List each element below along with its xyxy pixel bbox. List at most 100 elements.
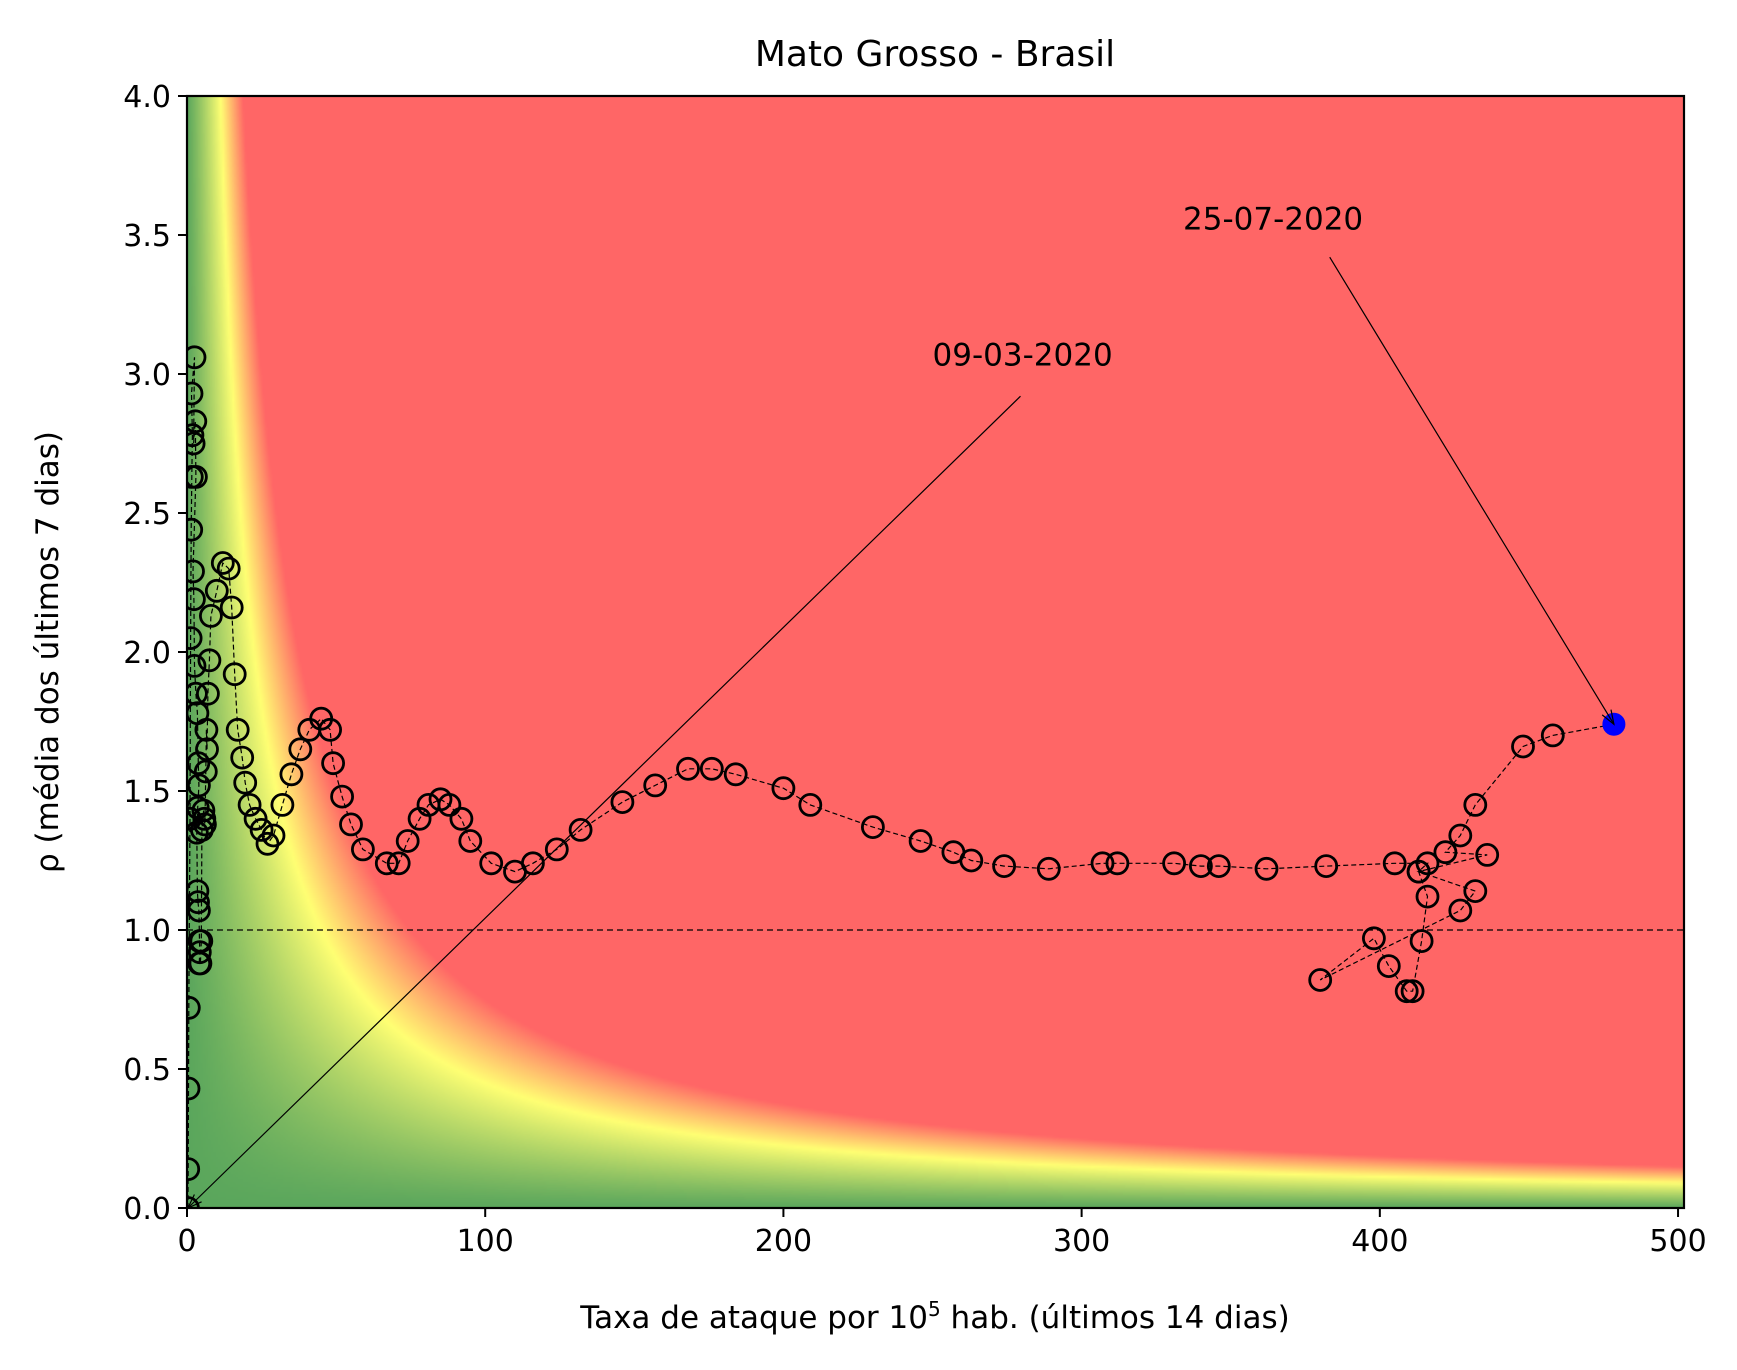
- y-tick-label: 1.0: [123, 914, 171, 949]
- data-point: [216, 556, 241, 581]
- x-axis-label: Taxa de ataque por 105 hab. (últimos 14 …: [579, 1297, 1289, 1336]
- data-point: [1362, 926, 1386, 951]
- data-point: [1409, 929, 1434, 953]
- data-point: [270, 793, 295, 817]
- data-point: [1511, 734, 1535, 759]
- data-point: [861, 815, 885, 839]
- y-tick-label: 0.5: [123, 1053, 171, 1088]
- y-tick-label: 3.5: [123, 219, 171, 254]
- data-point: [187, 409, 208, 434]
- data-point: [187, 995, 201, 1020]
- data-point: [233, 770, 258, 795]
- data-point: [321, 751, 346, 776]
- data-point: [210, 551, 235, 575]
- data-point: [1475, 843, 1500, 867]
- data-point: [261, 823, 286, 848]
- annotation-label: 25-07-2020: [1183, 201, 1363, 237]
- annotations: 09-03-2020 25-07-2020: [186, 201, 1615, 1210]
- data-points: [187, 345, 1626, 1208]
- data-point: [191, 798, 216, 823]
- data-point: [386, 851, 411, 876]
- data-point: [339, 812, 363, 837]
- data-point: [189, 929, 214, 953]
- x-tick-label: 500: [1649, 1224, 1706, 1259]
- data-point: [1448, 898, 1473, 923]
- data-point: [1540, 723, 1565, 748]
- data-point: [187, 517, 204, 542]
- annotation-arrow: [1329, 256, 1615, 725]
- data-point: [249, 818, 274, 842]
- chart-title: Mato Grosso - Brasil: [755, 34, 1115, 75]
- data-point: [350, 837, 375, 862]
- data-point: [992, 854, 1016, 878]
- risk-gradient-image: [187, 96, 1684, 1208]
- data-point: [1400, 979, 1425, 1004]
- x-tick-label: 300: [1053, 1224, 1110, 1259]
- data-point: [1090, 851, 1115, 876]
- data-point: [187, 1157, 201, 1181]
- data-point: [197, 648, 222, 673]
- data-point: [198, 604, 223, 628]
- data-point: [449, 806, 474, 831]
- data-point: [1415, 884, 1440, 909]
- data-point: [330, 784, 355, 809]
- data-point: [187, 345, 207, 370]
- y-axis-ticks: 0.0 0.5 1.0 1.5 2.0 2.5 3.0 3.5 4.0: [123, 80, 187, 1227]
- data-point: [676, 756, 700, 781]
- data-point: [187, 381, 204, 406]
- data-point: [1463, 879, 1488, 903]
- annotation-arrowhead: [1601, 709, 1615, 726]
- data-point: [222, 662, 247, 687]
- data-point: [187, 626, 203, 650]
- data-point: [187, 423, 205, 448]
- x-tick-label: 400: [1351, 1224, 1408, 1259]
- data-point: [1314, 854, 1339, 878]
- data-point: [187, 559, 205, 584]
- data-point: [225, 717, 250, 742]
- data-point: [195, 681, 220, 706]
- data-point: [237, 793, 262, 817]
- data-point: [279, 762, 304, 787]
- data-point: [288, 737, 313, 762]
- y-tick-label: 0.0: [123, 1192, 171, 1227]
- data-point: [1036, 856, 1061, 881]
- data-point: [568, 818, 593, 842]
- data-point: [219, 595, 244, 620]
- data-point: [1406, 859, 1431, 884]
- data-point: [1463, 793, 1488, 817]
- data-point: [1376, 954, 1401, 978]
- data-point: [194, 717, 219, 742]
- data-point: [437, 793, 462, 817]
- x-axis-ticks: 0 100 200 300 400 500: [177, 1208, 1707, 1259]
- data-point: [187, 1076, 201, 1101]
- data-point: [1382, 851, 1407, 876]
- data-point: [187, 940, 212, 965]
- data-point: [1448, 823, 1473, 848]
- y-axis-label: ρ (média dos últimos 7 dias): [30, 431, 66, 873]
- data-point: [1308, 968, 1333, 992]
- risk-background: [187, 96, 1684, 1208]
- data-point: [187, 898, 211, 923]
- data-point: [1433, 840, 1458, 865]
- data-point: [204, 578, 229, 603]
- data-point: [318, 717, 343, 742]
- data-point: [374, 851, 399, 876]
- data-point: [723, 762, 748, 787]
- data-point: [395, 829, 420, 853]
- data-point: [699, 756, 724, 781]
- data-point: [959, 848, 984, 873]
- y-tick-label: 3.0: [123, 358, 171, 393]
- data-point: [544, 837, 569, 862]
- data-point: [1254, 856, 1279, 881]
- data-point: [243, 806, 268, 831]
- data-point: [798, 793, 823, 817]
- data-point: [1162, 851, 1186, 876]
- y-tick-label: 1.5: [123, 775, 171, 810]
- data-point: [771, 776, 796, 801]
- y-tick-label: 4.0: [123, 80, 171, 115]
- data-point: [1206, 854, 1231, 878]
- data-point: [908, 829, 933, 853]
- y-tick-label: 2.5: [123, 497, 171, 532]
- x-tick-label: 200: [755, 1224, 812, 1259]
- data-point: [458, 829, 483, 853]
